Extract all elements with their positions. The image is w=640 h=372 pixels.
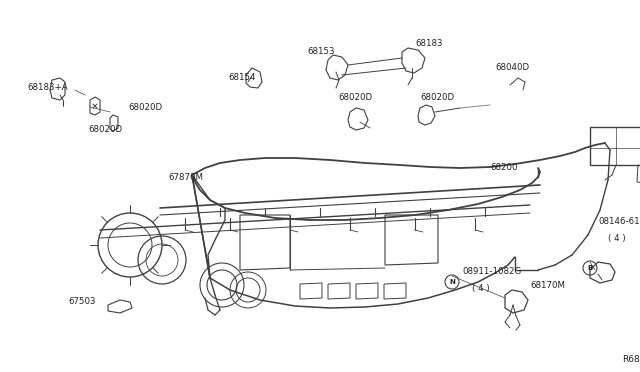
Text: 67503: 67503: [68, 298, 95, 307]
Text: 68200: 68200: [490, 164, 518, 173]
Text: 67870M: 67870M: [168, 173, 203, 183]
Text: 68020D: 68020D: [88, 125, 122, 135]
Text: ( 4 ): ( 4 ): [472, 283, 490, 292]
Text: 68183+A: 68183+A: [27, 83, 68, 93]
Text: 68020D: 68020D: [338, 93, 372, 103]
Text: R6800078: R6800078: [622, 356, 640, 365]
Text: B: B: [588, 265, 593, 271]
Text: 68170M: 68170M: [530, 280, 565, 289]
Text: 68154: 68154: [228, 74, 255, 83]
Text: N: N: [449, 279, 455, 285]
Text: 08146-6162G: 08146-6162G: [598, 218, 640, 227]
Text: 68040D: 68040D: [495, 64, 529, 73]
Text: 68153: 68153: [307, 48, 335, 57]
Text: 68183: 68183: [415, 39, 442, 48]
Text: 68020D: 68020D: [420, 93, 454, 103]
Text: ( 4 ): ( 4 ): [608, 234, 626, 243]
Text: 68020D: 68020D: [128, 103, 162, 112]
Text: 08911-1082G: 08911-1082G: [462, 267, 521, 276]
